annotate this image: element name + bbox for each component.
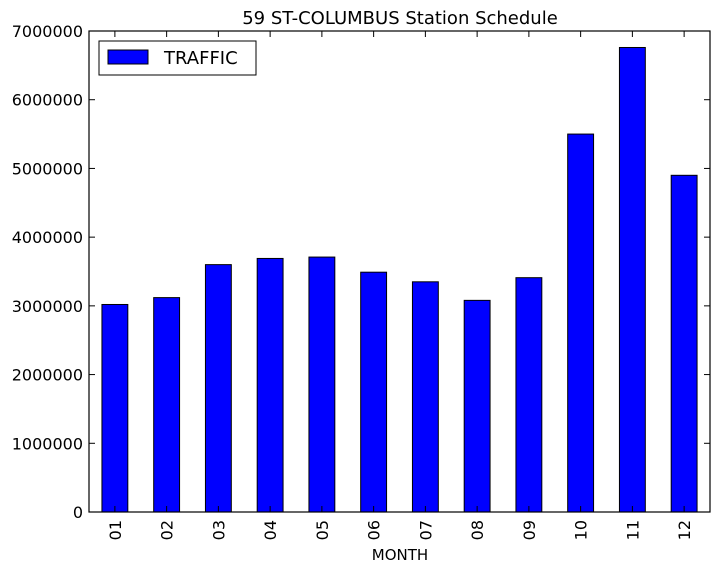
x-tick-label: 10	[572, 520, 591, 540]
x-tick-label: 05	[313, 520, 332, 540]
bar	[618, 46, 646, 513]
y-tick-label: 3000000	[12, 297, 83, 316]
bar	[463, 299, 491, 513]
x-tick-label: 07	[416, 520, 435, 540]
x-tick-label: 12	[675, 520, 694, 540]
x-tick-label: 08	[468, 520, 487, 540]
y-tick-label: 2000000	[12, 366, 83, 385]
legend: TRAFFIC	[98, 40, 257, 76]
legend-label: TRAFFIC	[163, 48, 238, 69]
y-tick-label: 4000000	[12, 228, 83, 247]
bar	[204, 264, 232, 513]
x-tick-label: 01	[106, 520, 125, 540]
x-tick-label: 02	[158, 520, 177, 540]
x-axis: 01 02 03 04 05 06 07 08 09 10 11 12	[106, 31, 694, 540]
bar	[670, 174, 698, 513]
y-axis: 0 1000000 2000000 3000000 4000000 5000000 6000…	[12, 22, 710, 522]
x-tick-label: 06	[365, 520, 384, 540]
y-tick-label: 6000000	[12, 91, 83, 110]
y-tick-label: 7000000	[12, 22, 83, 41]
y-tick-label: 1000000	[12, 434, 83, 453]
bars	[101, 46, 698, 513]
bar	[360, 271, 388, 513]
chart-title: 59 ST-COLUMBUS Station Schedule	[242, 8, 558, 29]
legend-swatch	[107, 49, 149, 65]
bar	[411, 281, 439, 513]
bar	[567, 133, 595, 513]
x-tick-label: 03	[209, 520, 228, 540]
x-tick-label: 09	[520, 520, 539, 540]
x-axis-label: MONTH	[372, 546, 428, 564]
bar	[101, 303, 129, 513]
bar	[308, 256, 336, 513]
x-tick-label: 11	[623, 520, 642, 540]
plot-frame	[88, 30, 711, 513]
bar	[256, 257, 284, 513]
y-tick-label: 0	[73, 503, 83, 522]
bar	[515, 277, 543, 513]
y-tick-label: 5000000	[12, 159, 83, 178]
x-tick-label: 04	[261, 520, 280, 540]
bar	[153, 297, 181, 513]
